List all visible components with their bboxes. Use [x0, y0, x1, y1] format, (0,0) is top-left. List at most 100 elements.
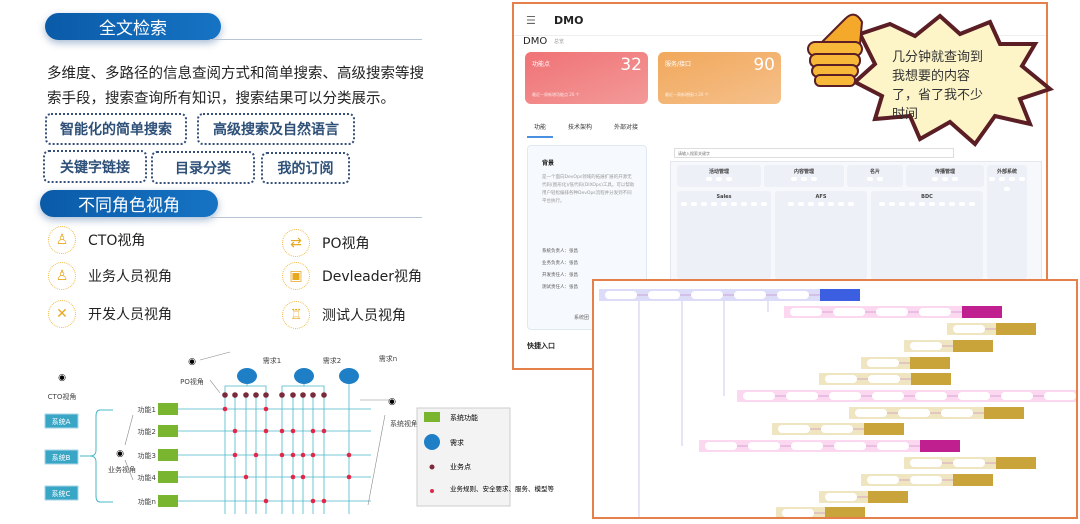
user-icon: ♙ [48, 226, 76, 254]
tag-advanced-search: 高级搜索及自然语言 [197, 113, 355, 145]
user-icon: ♙ [48, 262, 76, 290]
flow-step [748, 442, 780, 450]
rule-point [263, 428, 269, 434]
card-value: 90 [753, 55, 775, 75]
flow-end-node [911, 373, 951, 385]
business-point [222, 392, 228, 398]
rule-point [321, 498, 327, 504]
bracket [80, 409, 113, 503]
system-a: 系统A [44, 413, 79, 429]
group-content[interactable]: 内容管理 [764, 165, 844, 187]
divider [124, 459, 134, 481]
card-label: 服务/接口 [665, 61, 692, 68]
flow-step [786, 392, 818, 400]
tag-subscription: 我的订阅 [261, 152, 350, 184]
group-spread[interactable]: 传播管理 [906, 165, 984, 187]
rule-point [232, 428, 238, 434]
group-card[interactable]: 名片 [847, 165, 903, 187]
group-afs[interactable]: AFS [775, 191, 867, 279]
breadcrumb[interactable]: DMO [523, 36, 548, 47]
flow-end-node [868, 491, 908, 503]
menu-icon[interactable]: ☰ [526, 14, 536, 27]
business-point [279, 392, 285, 398]
flow-step [910, 342, 942, 350]
group-sales[interactable]: Sales [677, 191, 771, 279]
app-title: DMO [554, 14, 584, 27]
business-point [310, 392, 316, 398]
flow-step [1001, 392, 1033, 400]
flow-end-node [953, 474, 993, 486]
function-label: 功能2 [138, 427, 156, 436]
flow-step [867, 476, 899, 484]
rule-point [290, 428, 296, 434]
role-business: ♙ 业务人员视角 [48, 262, 172, 290]
need-node [339, 368, 359, 384]
system-c: 系统C [44, 485, 79, 501]
role-label: 开发人员视角 [88, 307, 172, 323]
need-label: 需求1 [263, 356, 281, 365]
po-view-label: PO视角 [180, 377, 204, 386]
group-external[interactable]: 外部系统 [987, 165, 1027, 279]
rule-point [279, 452, 285, 458]
flow-end-node [920, 440, 960, 452]
owner: 业务负责人：张昌 [542, 261, 578, 266]
role-po: ⇄ PO视角 [282, 229, 369, 257]
rule-point [346, 452, 352, 458]
flow-step [941, 409, 973, 417]
business-point [290, 392, 296, 398]
rule-point [310, 452, 316, 458]
flow-lane [776, 507, 859, 517]
rule-point [222, 406, 228, 412]
tools-icon: ✕ [48, 300, 76, 328]
need-label: 需求2 [323, 356, 341, 365]
card-value: 32 [620, 55, 642, 75]
flow-end-node [910, 357, 950, 369]
flow-step [855, 409, 887, 417]
requirement-function-diagram: ◉ CTO视角 ◉ 业务视角 ◉ PO视角 ◉ 系统视角 系统A 系统B 系统C… [44, 351, 555, 514]
transfer-icon: ⇄ [282, 229, 310, 257]
panel-title: 背景 [542, 160, 555, 167]
flow-step [778, 425, 810, 433]
search-input[interactable] [674, 148, 954, 158]
panel-text: 是一个面向DevOps领域的拓展扩展的开源无代码(图形化)/低代码(DIXOps… [542, 175, 635, 204]
role-label: CTO视角 [88, 233, 146, 249]
flow-end-node [996, 323, 1036, 335]
business-point [321, 392, 327, 398]
divider [124, 414, 134, 446]
owner-list: 系统负责人：张昌 业务负责人：张昌 开发责任人：张昌 测试责任人：张昌 [542, 246, 578, 294]
function-label: 功能4 [138, 473, 157, 482]
function-node [158, 495, 178, 507]
flow-step [825, 493, 857, 501]
flow-step [829, 392, 861, 400]
tag-catalog: 目录分类 [151, 151, 255, 184]
tag-keyword-link: 关键字链接 [43, 150, 147, 183]
speech-bubble [807, 13, 1055, 147]
legend-need-swatch [424, 434, 440, 450]
flow-step [605, 291, 637, 299]
role-label: 业务人员视角 [88, 269, 172, 285]
tab-function[interactable]: 功能 [534, 124, 547, 131]
section-header-roles: 不同角色视角 [40, 190, 218, 217]
role-developer: ✕ 开发人员视角 [48, 300, 172, 328]
card-function-points[interactable]: 功能点 32 最近一周新增功能点 20 个 [525, 52, 648, 104]
rule-point [263, 498, 269, 504]
function-map: 活动管理 内容管理 名片 传播管理 外部系统 Sales AFS BDC [670, 161, 1042, 281]
cto-view-label: CTO视角 [48, 392, 77, 401]
rule-point [232, 452, 238, 458]
group-bdc[interactable]: BDC [871, 191, 983, 279]
function-label: 功能1 [138, 405, 156, 414]
flow-step [691, 291, 723, 299]
group-activity[interactable]: 活动管理 [677, 165, 761, 187]
bubble-text: 几分钟就查询到我想要的内容了，省了我不少时间 [892, 50, 984, 122]
business-point [232, 392, 238, 398]
flow-end-node [962, 306, 1002, 318]
role-devleader: ▣ Devleader视角 [282, 262, 422, 290]
tab-tech-architecture[interactable]: 技术架构 [568, 124, 593, 131]
flow-step [782, 509, 814, 517]
tag-simple-search: 智能化的简单搜索 [45, 113, 187, 145]
tab-external[interactable]: 外部对接 [614, 124, 639, 131]
hand-box-icon: ▣ [282, 262, 310, 290]
divider [210, 217, 422, 218]
card-services[interactable]: 服务/接口 90 最近一周新增接口 20 个 [658, 52, 781, 104]
flow-step [919, 308, 951, 316]
